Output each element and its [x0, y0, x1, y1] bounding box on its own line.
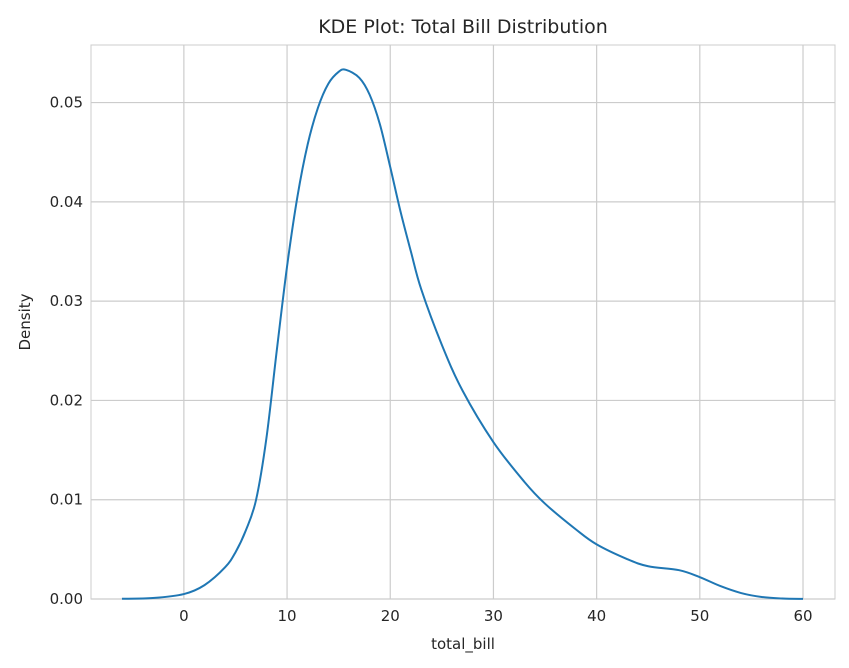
y-tick-label: 0.05: [50, 94, 83, 112]
plot-area: [90, 44, 836, 600]
y-tick-label: 0.00: [50, 590, 83, 608]
x-tick-label: 50: [690, 607, 709, 625]
y-tick-label: 0.04: [50, 193, 83, 211]
y-axis-label: Density: [16, 293, 34, 350]
x-tick-label: 60: [793, 607, 812, 625]
x-axis-ticks: 0 10 20 30 40 50 60: [179, 607, 812, 625]
kde-curve: [121, 68, 804, 600]
y-tick-label: 0.01: [50, 491, 83, 509]
x-tick-label: 30: [484, 607, 503, 625]
grid: [91, 45, 835, 600]
y-tick-label: 0.03: [50, 292, 83, 310]
chart-title: KDE Plot: Total Bill Distribution: [318, 16, 608, 38]
x-tick-label: 10: [278, 607, 297, 625]
x-tick-label: 0: [179, 607, 189, 625]
x-axis-label: total_bill: [431, 635, 495, 654]
x-tick-label: 40: [587, 607, 606, 625]
x-tick-label: 20: [381, 607, 400, 625]
y-axis-ticks: 0.00 0.01 0.02 0.03 0.04 0.05: [50, 94, 83, 608]
y-tick-label: 0.02: [50, 391, 83, 409]
